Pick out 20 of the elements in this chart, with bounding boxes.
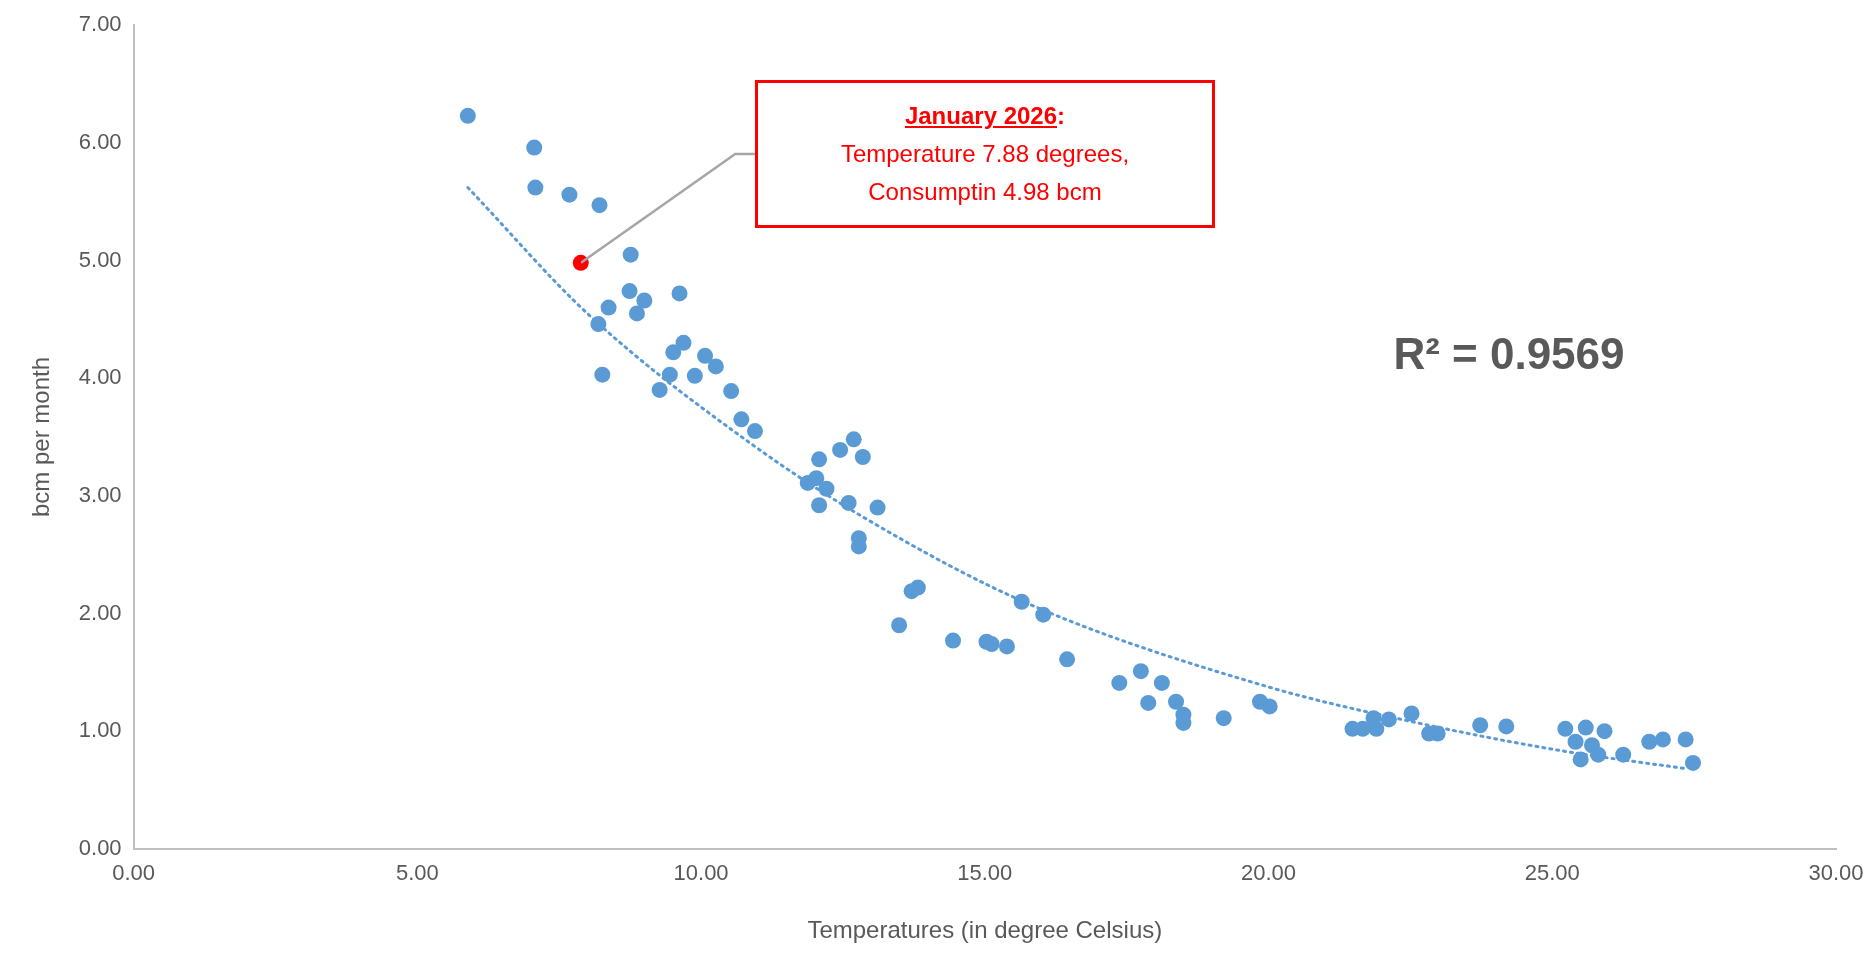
x-axis-title: Temperatures (in degree Celsius) bbox=[807, 916, 1163, 944]
y-tick-label: 7.00 bbox=[78, 11, 122, 37]
x-tick-label: 0.00 bbox=[112, 860, 156, 886]
x-tick-label: 20.00 bbox=[1241, 860, 1297, 886]
y-tick-label: 4.00 bbox=[78, 364, 122, 390]
annotation: January 2026: Temperature 7.88 degrees, Consumptin 4.98 bcm bbox=[839, 101, 1131, 208]
x-tick-label: 15.00 bbox=[957, 860, 1013, 886]
x-tick-label: 25.00 bbox=[1524, 860, 1580, 886]
y-axis-title: bcm per month bbox=[27, 356, 55, 518]
callout-box: January 2026: Temperature 7.88 degrees, Consumptin 4.98 bcm bbox=[755, 80, 1215, 229]
x-tick-label: 10.00 bbox=[673, 860, 729, 886]
y-tick-label: 0.00 bbox=[78, 834, 122, 860]
y-tick-label: 3.00 bbox=[78, 481, 122, 507]
x-tick-label: 5.00 bbox=[395, 860, 439, 886]
y-tick-label: 5.00 bbox=[78, 246, 122, 272]
annotation: R² = 0.9569 bbox=[1393, 328, 1625, 379]
x-tick-label: 30.00 bbox=[1808, 860, 1864, 886]
y-tick-label: 6.00 bbox=[78, 128, 122, 154]
y-tick-label: 2.00 bbox=[78, 599, 122, 625]
y-tick-label: 1.00 bbox=[78, 717, 122, 743]
